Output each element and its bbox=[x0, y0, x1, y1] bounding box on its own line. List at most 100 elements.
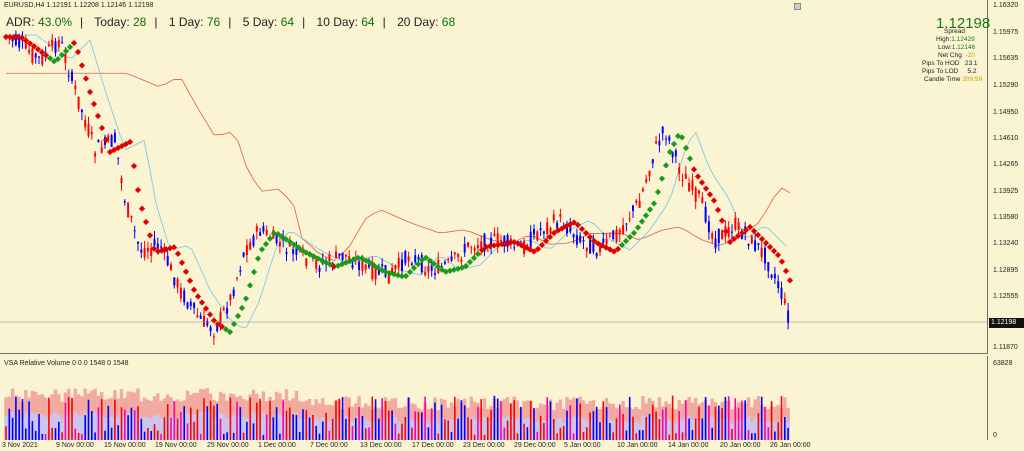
volume-bar bbox=[292, 414, 294, 440]
price-chart[interactable] bbox=[0, 0, 988, 354]
volume-bar bbox=[447, 420, 449, 440]
volume-bar bbox=[661, 409, 664, 440]
candle-body bbox=[476, 245, 479, 249]
volume-mid-bar bbox=[535, 422, 539, 440]
candle-body bbox=[595, 252, 598, 257]
trend-ma-dot bbox=[262, 240, 270, 248]
candle-body bbox=[94, 152, 97, 157]
trend-ma-dot bbox=[210, 317, 218, 324]
volume-bar bbox=[335, 400, 337, 440]
volume-bar bbox=[671, 395, 674, 440]
candle-body bbox=[470, 247, 473, 249]
day20-label: 20 Day: bbox=[397, 15, 439, 29]
trend-ma-dot bbox=[410, 264, 418, 272]
price-tick: 1.15635 bbox=[993, 55, 1019, 62]
today-label: Today: bbox=[94, 15, 130, 29]
volume-bar bbox=[289, 407, 291, 440]
volume-mid-bar bbox=[40, 414, 44, 440]
candle-body bbox=[651, 159, 654, 164]
volume-bar bbox=[328, 430, 331, 440]
price-tick: 1.13580 bbox=[993, 214, 1019, 221]
trend-ma-dot bbox=[766, 243, 774, 251]
candle-body bbox=[209, 326, 212, 332]
close-icon[interactable] bbox=[794, 3, 801, 10]
trend-ma-dot bbox=[406, 268, 414, 276]
volume-bar bbox=[104, 430, 106, 440]
volume-bar bbox=[391, 410, 393, 440]
volume-chart[interactable] bbox=[0, 356, 988, 440]
candle-body bbox=[239, 270, 242, 272]
trend-ma-dot bbox=[758, 235, 766, 243]
candle-body bbox=[143, 248, 146, 258]
volume-bar bbox=[262, 434, 265, 440]
volume-mid-bar bbox=[667, 420, 671, 440]
volume-bar bbox=[520, 406, 522, 440]
trend-ma-dot bbox=[690, 166, 698, 173]
trend-ma-dot bbox=[82, 75, 90, 82]
volume-bar bbox=[203, 398, 205, 440]
volume-bar bbox=[516, 433, 519, 440]
trend-ma-dot bbox=[278, 233, 286, 240]
trend-ma-dot bbox=[10, 33, 18, 41]
volume-bar bbox=[582, 431, 585, 440]
volume-bar bbox=[526, 427, 529, 440]
candle-body bbox=[467, 242, 469, 247]
volume-bar bbox=[305, 410, 308, 440]
candle-body bbox=[589, 239, 592, 254]
time-tick: 25 Nov 00:00 bbox=[207, 442, 249, 449]
volume-mid-bar bbox=[750, 422, 754, 440]
volume-bar bbox=[434, 402, 436, 440]
candle-body bbox=[599, 246, 601, 253]
trend-ma-dot bbox=[46, 55, 54, 62]
volume-bar bbox=[143, 431, 146, 440]
trend-ma-dot bbox=[26, 40, 34, 47]
fast-ma-line bbox=[6, 34, 787, 329]
candle-body bbox=[127, 202, 130, 218]
volume-bar bbox=[721, 407, 723, 440]
time-tick: 15 Nov 00:00 bbox=[104, 442, 146, 449]
candle-body bbox=[206, 320, 209, 326]
volume-bar bbox=[701, 418, 704, 440]
trend-ma-dot bbox=[234, 312, 242, 320]
day5-label: 5 Day: bbox=[242, 15, 278, 29]
volume-mid-bar bbox=[449, 419, 454, 440]
volume-bar bbox=[483, 434, 486, 440]
trend-ma-dot bbox=[470, 254, 478, 262]
volume-bar bbox=[539, 415, 542, 440]
volume-bar bbox=[190, 407, 192, 440]
volume-pane[interactable] bbox=[0, 356, 988, 440]
volume-bar bbox=[246, 421, 248, 440]
trend-ma-dot bbox=[98, 124, 106, 132]
candle-body bbox=[292, 249, 295, 254]
volume-bar bbox=[87, 399, 90, 440]
candle-body bbox=[255, 226, 258, 232]
volume-bar bbox=[117, 425, 119, 440]
candle-body bbox=[754, 240, 757, 251]
volume-mid-bar bbox=[753, 417, 757, 440]
volume-bar bbox=[331, 418, 334, 440]
trend-ma-dot bbox=[418, 256, 426, 264]
trend-ma-dot bbox=[646, 206, 654, 213]
day5-value: 64 bbox=[280, 15, 295, 29]
volume-bar bbox=[638, 430, 641, 440]
candle-body bbox=[658, 141, 661, 146]
candle-body bbox=[747, 243, 750, 246]
volume-bar bbox=[77, 432, 80, 440]
candle-body bbox=[371, 261, 374, 280]
trend-ma-dot bbox=[254, 255, 262, 262]
trend-ma-dot bbox=[466, 258, 474, 266]
price-tick: 1.12555 bbox=[993, 293, 1019, 300]
volume-mid-bar bbox=[232, 414, 236, 440]
price-pane[interactable] bbox=[0, 0, 988, 354]
volume-title: VSA Relative Volume 0 0 0 1548 0 1548 bbox=[4, 360, 129, 367]
volume-bar bbox=[67, 396, 70, 440]
candle-body bbox=[259, 232, 262, 236]
trend-ma-dot bbox=[626, 233, 634, 241]
adr-panel: ADR: 43.0% | Today: 28 | 1 Day: 76 | 5 Day:… bbox=[6, 15, 456, 29]
volume-bar bbox=[500, 401, 502, 440]
volume-bar bbox=[388, 410, 390, 440]
volume-bar bbox=[58, 421, 60, 440]
candle-body bbox=[338, 253, 341, 256]
candle-body bbox=[608, 235, 611, 237]
